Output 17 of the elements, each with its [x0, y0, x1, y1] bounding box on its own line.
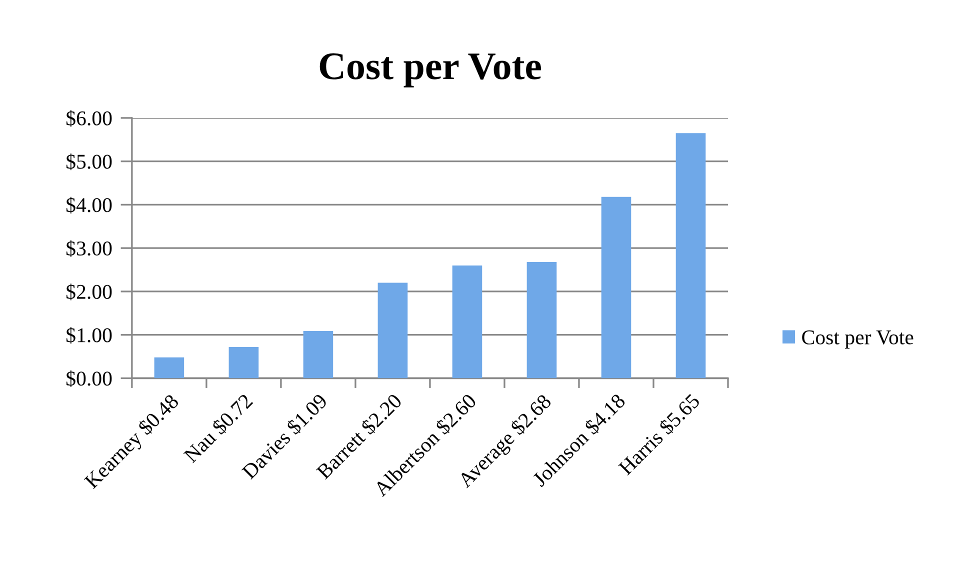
bar: [378, 282, 408, 378]
y-tick-label: $0.00: [66, 370, 112, 388]
bar: [676, 133, 706, 378]
y-tick-label: $1.00: [66, 326, 112, 344]
y-tick-label: $4.00: [66, 196, 112, 214]
legend-label: Cost per Vote: [802, 330, 914, 349]
bar: [526, 262, 557, 378]
y-tick-label: $6.00: [66, 110, 112, 127]
y-tick-label: $5.00: [66, 153, 112, 170]
bar: [154, 357, 184, 378]
bar: [303, 330, 334, 378]
bar: [452, 265, 482, 378]
y-tick-label: $3.00: [66, 240, 112, 257]
y-tick-label: $2.00: [66, 284, 112, 300]
bar: [601, 196, 632, 378]
chart-title: Cost per Vote: [320, 53, 541, 88]
bar: [228, 346, 259, 378]
